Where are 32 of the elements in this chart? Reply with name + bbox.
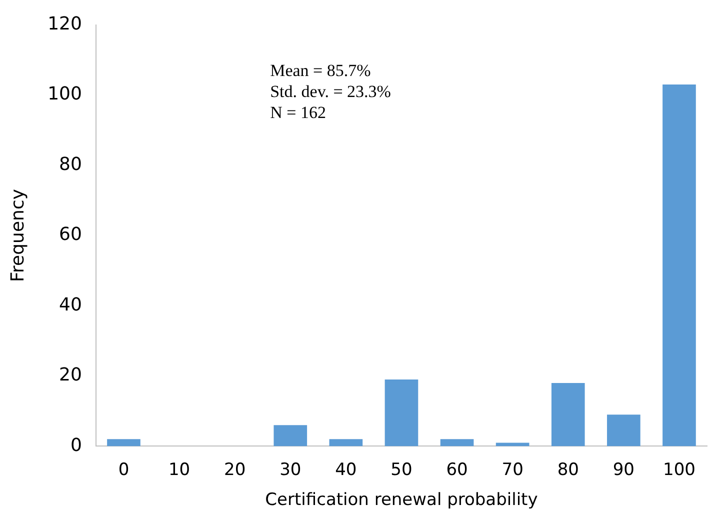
y-axis-title: Frequency xyxy=(7,188,28,282)
bar xyxy=(607,414,640,446)
x-tick-label: 20 xyxy=(224,460,246,480)
y-tick-label: 100 xyxy=(48,84,82,105)
bar xyxy=(496,442,530,446)
x-tick-label: 50 xyxy=(390,460,412,480)
x-tick-label: 80 xyxy=(557,460,579,480)
x-tick-label: 30 xyxy=(280,460,302,480)
x-tick-label: 0 xyxy=(118,460,130,480)
annotation: Std. dev. = 23.3% xyxy=(270,82,391,101)
y-tick-label: 60 xyxy=(59,224,82,246)
x-axis-title: Certification renewal probability xyxy=(265,490,538,510)
y-tick-label: 0 xyxy=(70,434,82,456)
x-tick-label: 60 xyxy=(446,460,468,480)
annotation: Mean = 85.7% xyxy=(270,60,371,80)
bar xyxy=(107,439,140,446)
bar xyxy=(329,439,363,446)
y-tick-label: 80 xyxy=(59,154,82,175)
bar xyxy=(274,425,308,446)
bar xyxy=(440,439,474,446)
bar xyxy=(384,379,418,446)
x-tick-label: 10 xyxy=(168,460,190,480)
x-tick-label: 70 xyxy=(502,460,524,480)
y-tick-label: 20 xyxy=(59,364,82,386)
bar xyxy=(662,84,696,446)
bar xyxy=(551,382,585,446)
x-tick-label: 100 xyxy=(663,460,696,480)
y-tick-label: 40 xyxy=(59,294,82,316)
y-tick-label: 120 xyxy=(48,13,82,34)
x-tick-label: 40 xyxy=(335,460,357,480)
annotation: N = 162 xyxy=(270,102,326,122)
x-tick-label: 90 xyxy=(612,460,634,480)
